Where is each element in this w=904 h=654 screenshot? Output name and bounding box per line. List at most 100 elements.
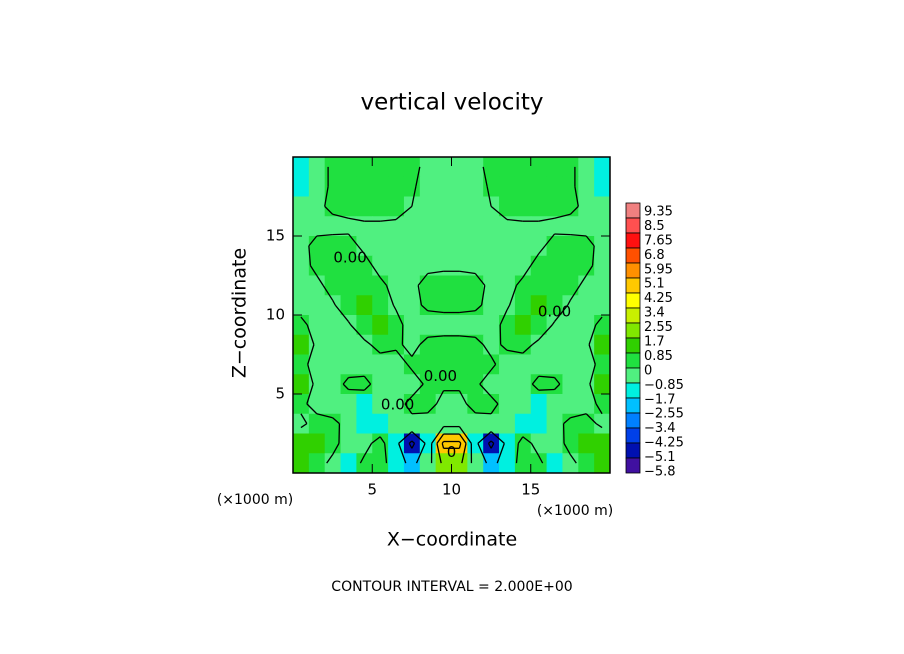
contour-line — [461, 443, 467, 464]
field-cell — [419, 315, 437, 336]
colorbar-swatch — [625, 292, 641, 309]
contour-line — [419, 336, 429, 346]
contour-line — [316, 233, 333, 237]
field-cell — [403, 196, 421, 217]
contour-line — [395, 205, 413, 221]
colorbar-swatch — [625, 397, 641, 414]
contour-line — [486, 186, 492, 207]
field-cell — [388, 433, 405, 454]
contour-line — [427, 310, 444, 314]
contour-line — [435, 390, 445, 405]
field-cell — [499, 295, 516, 316]
contour-line — [406, 363, 413, 371]
contour-line — [370, 344, 381, 354]
contour-line — [363, 375, 372, 385]
contour-line — [490, 396, 499, 405]
field-cell — [293, 413, 310, 435]
field-cell — [388, 413, 405, 435]
field-cell — [419, 413, 437, 435]
field-cell — [530, 255, 548, 277]
contour-line — [554, 383, 561, 390]
contour-line — [308, 235, 318, 247]
field-cell — [483, 216, 500, 237]
field-cell — [372, 196, 389, 217]
field-cell — [324, 295, 342, 316]
field-cell — [356, 334, 373, 356]
colorbar-label: −4.25 — [644, 436, 684, 451]
field-cell — [356, 453, 373, 473]
contour-line — [567, 299, 571, 306]
field-cell — [340, 196, 357, 217]
field-cell — [308, 354, 326, 375]
field-cell — [514, 433, 532, 454]
field-cell — [467, 354, 484, 375]
colorbar-swatch — [625, 262, 641, 279]
contour-line — [332, 213, 349, 219]
field-cell — [483, 394, 500, 415]
field-cell — [467, 315, 484, 336]
field-cell — [594, 176, 610, 198]
contour-line — [490, 363, 497, 371]
field-cell — [514, 275, 532, 296]
field-cell — [451, 334, 468, 356]
field-cell — [419, 275, 437, 296]
field-cell — [356, 354, 373, 375]
field-cell — [546, 275, 564, 296]
chart-title: vertical velocity — [361, 90, 544, 116]
contour-label: 0.00 — [424, 367, 457, 385]
field-cell — [546, 394, 564, 415]
field-cell — [324, 433, 342, 454]
contour-line — [307, 364, 314, 385]
field-cell — [530, 157, 548, 178]
contour-line — [417, 285, 423, 306]
field-cell — [594, 394, 610, 415]
field-cell — [530, 216, 548, 237]
field-cell — [562, 374, 579, 395]
field-cell — [388, 255, 405, 277]
field-cell — [293, 216, 310, 237]
colorbar-label: 6.8 — [644, 248, 665, 263]
contour-line — [398, 431, 413, 444]
field-cell — [451, 374, 468, 395]
contour-line — [477, 431, 492, 444]
contour-line — [404, 403, 413, 415]
contour-line — [595, 316, 603, 326]
field-cell — [403, 413, 421, 435]
contour-line — [506, 304, 511, 311]
field-cell — [308, 236, 326, 257]
field-cell — [419, 453, 437, 473]
field-cell — [419, 334, 437, 356]
contour-line — [415, 166, 421, 187]
contour-label: 0.00 — [333, 249, 366, 267]
contour-line — [431, 426, 445, 444]
field-cell — [578, 413, 595, 435]
contour-line — [458, 443, 462, 449]
contour-line — [531, 339, 540, 346]
field-cell — [293, 394, 310, 415]
contour-line — [398, 443, 407, 464]
colorbar-label: 0.85 — [644, 349, 673, 364]
field-cell — [546, 255, 564, 277]
contour-line — [522, 265, 532, 278]
contour-line — [316, 275, 324, 286]
field-cell — [467, 295, 484, 316]
field-cell — [578, 255, 595, 277]
y-axis-unit: (×1000 m) — [217, 492, 293, 508]
colorbar-swatch — [625, 277, 641, 294]
contour-label: 0.00 — [381, 396, 414, 414]
colorbar-label: −3.4 — [644, 421, 676, 436]
field-cell — [356, 216, 373, 237]
field-cell — [499, 453, 516, 473]
field-cell — [562, 216, 579, 237]
field-cell — [372, 394, 389, 415]
colorbar-swatch — [625, 217, 641, 234]
field-cell — [388, 236, 405, 257]
contour-line — [324, 186, 329, 207]
contour-line — [308, 245, 312, 266]
contour-line — [420, 304, 429, 312]
field-cell — [499, 157, 516, 178]
field-cell — [578, 216, 595, 237]
field-cell — [324, 394, 342, 415]
field-cell — [372, 176, 389, 198]
field-cell — [419, 374, 437, 395]
